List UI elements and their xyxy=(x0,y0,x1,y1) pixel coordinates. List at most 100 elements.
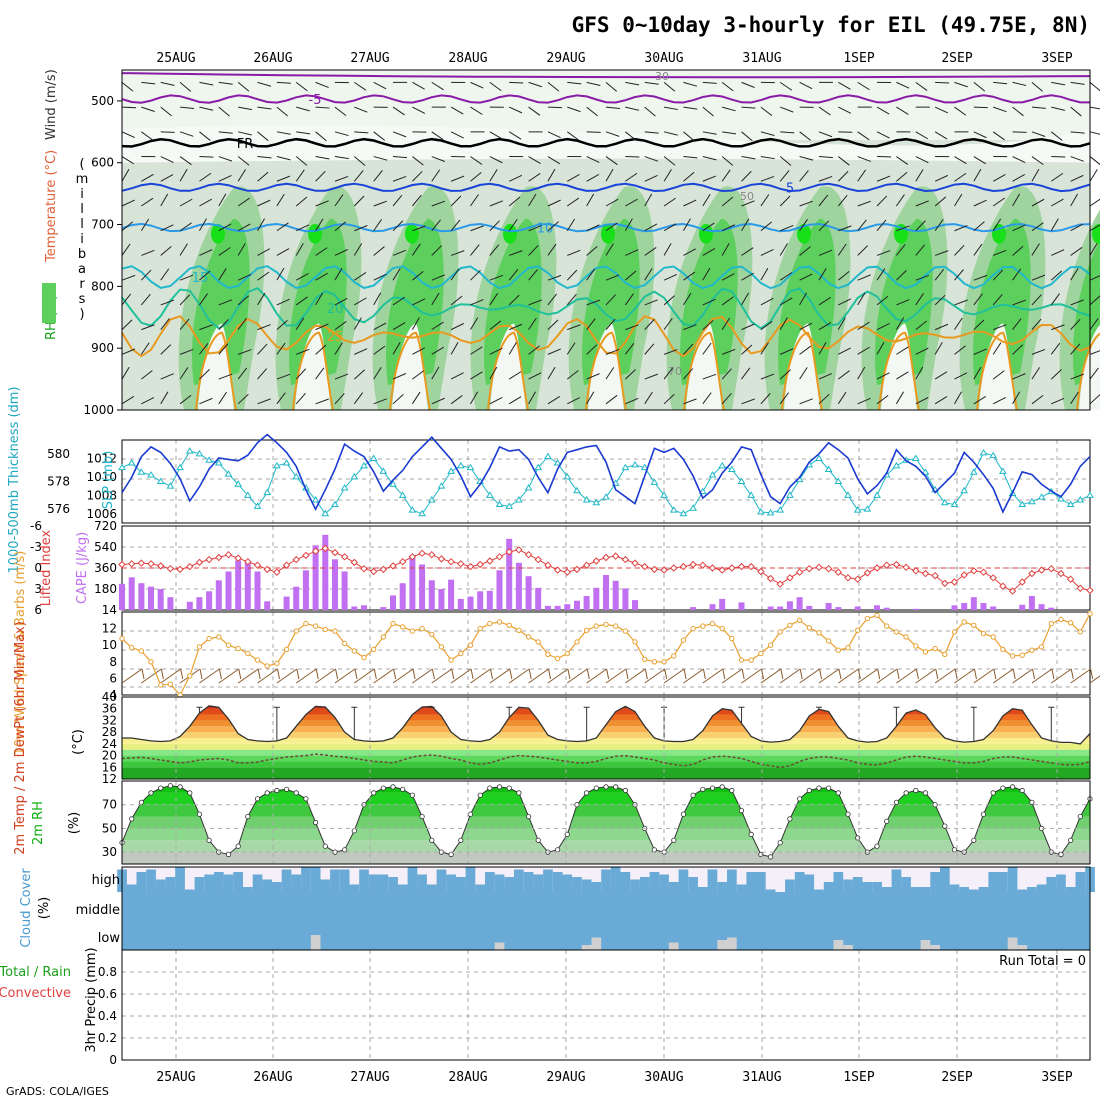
wind-barb xyxy=(392,668,414,684)
wind-barb-flag xyxy=(431,668,435,680)
wind-barb xyxy=(257,81,272,87)
rh-point xyxy=(806,787,812,794)
wind-barb xyxy=(160,668,182,684)
wind-speed-point xyxy=(1077,629,1084,635)
wind-barb xyxy=(199,668,220,684)
date-bottom-28AUG: 28AUG xyxy=(448,1070,487,1085)
wind-speed-point xyxy=(119,635,125,642)
wind-barb xyxy=(605,274,620,281)
wind-barb-flag xyxy=(548,668,552,680)
wind-barb xyxy=(257,171,269,182)
rh-band xyxy=(122,804,1090,817)
y-tick-label: 900 xyxy=(91,341,114,355)
cloud-high-bar xyxy=(717,882,727,892)
isotherm-line xyxy=(121,265,1091,290)
wind-barb xyxy=(218,81,233,85)
li-point xyxy=(1086,586,1094,595)
wind-barb xyxy=(567,106,581,113)
cape-bar xyxy=(467,596,474,610)
wind-barb xyxy=(334,373,349,380)
li-point xyxy=(437,555,446,563)
wind-barb xyxy=(237,243,246,256)
wind-speed-point xyxy=(487,620,493,627)
rh-core xyxy=(405,223,419,244)
wind-barb xyxy=(992,342,1002,355)
slp-point xyxy=(563,472,572,480)
run-total: Run Total = 0 xyxy=(999,954,1086,969)
wind-barb xyxy=(528,391,536,405)
wind-barb xyxy=(1050,218,1059,231)
li-point xyxy=(892,560,901,569)
li-point xyxy=(273,568,281,576)
rh-point xyxy=(729,787,735,794)
cloud-high-bar xyxy=(552,872,563,892)
wind-speed-point xyxy=(245,650,251,657)
wind-barb xyxy=(1031,131,1046,137)
wind-barb xyxy=(1012,173,1026,182)
wind-barb xyxy=(296,106,310,112)
wind-barb xyxy=(992,131,1005,141)
wind-barb xyxy=(489,81,502,92)
cape-bar xyxy=(544,605,551,610)
rh-point xyxy=(1068,837,1074,843)
wind-barb xyxy=(857,169,867,182)
wind-speed-point xyxy=(206,635,212,642)
slp-point xyxy=(660,491,668,498)
isotherm-25-plume xyxy=(487,331,529,411)
rh-legend-swatch xyxy=(42,283,56,323)
temp-band xyxy=(122,749,1090,756)
wind-speed-point xyxy=(400,624,406,630)
wind-barb xyxy=(528,81,543,88)
slp-point xyxy=(1037,493,1046,500)
wind-barb xyxy=(954,317,963,330)
precip-tick: 0.2 xyxy=(98,1031,117,1045)
wind-barb xyxy=(373,345,386,355)
wind-barb xyxy=(547,81,560,92)
wind-barb xyxy=(1050,668,1072,684)
cloud-high-bar xyxy=(204,874,214,892)
dewpoint-line xyxy=(121,753,1091,769)
slp-tick: 1008 xyxy=(86,488,117,502)
wind-barb xyxy=(392,393,404,405)
wind-speed-point xyxy=(980,630,987,637)
wind-barb xyxy=(605,131,620,137)
wind-barb xyxy=(625,131,637,141)
slp-tick: 1012 xyxy=(86,451,117,465)
wind-barb-flag xyxy=(412,668,416,680)
cape-bar xyxy=(525,576,532,610)
wind-barb xyxy=(547,293,557,306)
wind-barb xyxy=(315,156,330,160)
cape-bar xyxy=(244,562,251,610)
rh-point xyxy=(129,816,135,822)
temp-line xyxy=(122,705,1091,745)
cape-bar xyxy=(186,601,193,610)
cloud-high-bar xyxy=(465,867,476,892)
wind-barb xyxy=(1089,106,1100,110)
wind-barb xyxy=(470,346,483,355)
wind-barb xyxy=(199,198,212,207)
cloud-high-bar xyxy=(630,879,640,892)
wind-barb xyxy=(238,106,253,111)
wind-speed-point xyxy=(341,640,348,647)
slp-point xyxy=(272,461,281,469)
wind-barb xyxy=(954,106,967,116)
wind-barb xyxy=(508,668,530,684)
rh-point xyxy=(429,837,435,843)
wind-barb xyxy=(722,106,736,112)
wind-barb xyxy=(237,367,248,380)
wind-barb xyxy=(663,393,675,405)
wind-barb xyxy=(741,156,756,160)
wind-barb xyxy=(915,81,928,91)
wind-barb xyxy=(1051,249,1065,256)
wind-barb xyxy=(663,156,676,166)
cloud-high-bar xyxy=(639,877,650,892)
wind-barb xyxy=(296,131,311,135)
wind-barb xyxy=(179,367,189,380)
wind-barb xyxy=(296,224,310,232)
wind-barb xyxy=(683,292,692,306)
slp-point xyxy=(534,463,543,471)
wind-barb xyxy=(857,219,867,232)
rh-point xyxy=(835,790,841,796)
wind-speed-point xyxy=(390,620,396,627)
